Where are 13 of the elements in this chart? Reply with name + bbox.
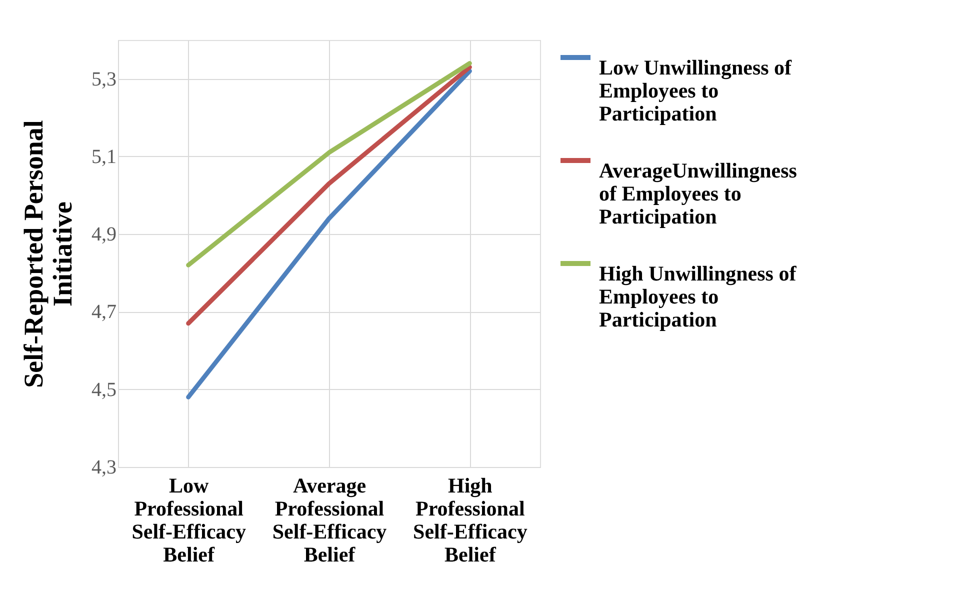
x-tick-label: High Professional Self-Efficacy Belief: [413, 474, 528, 566]
legend-label: Low Unwillingness of Employees to Participation: [599, 56, 793, 126]
y-tick-label: 5,1: [92, 146, 116, 168]
x-tick-label: Average Professional Self-Efficacy Belief: [272, 474, 388, 566]
y-tick-label: 4,9: [92, 224, 116, 246]
y-tick-label: 5,3: [92, 68, 116, 90]
y-axis-title: Self-Reported Personal Initiative: [18, 120, 78, 388]
y-tick-label: 4,7: [92, 301, 116, 324]
y-tick-label: 4,3: [92, 456, 116, 478]
y-tick-label: 4,5: [92, 378, 116, 401]
legend-label: AverageUnwillingness of Employees to Participation: [599, 158, 797, 228]
x-tick-label: Low Professional Self-Efficacy Belief: [132, 474, 246, 566]
legend-label: High Unwillingness of Employees to Participation: [599, 262, 798, 332]
